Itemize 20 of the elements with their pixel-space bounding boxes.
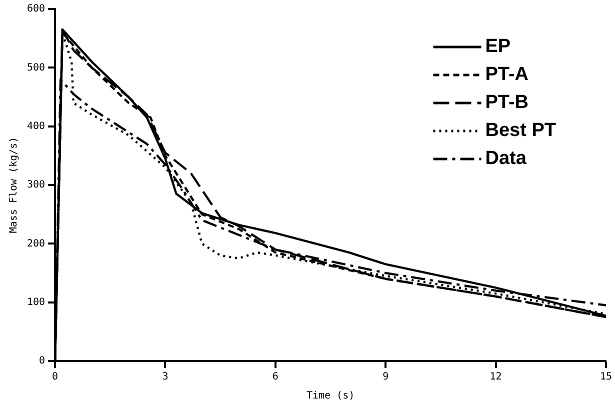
y-tick-label: 500	[27, 62, 46, 74]
x-tick-label: 3	[162, 372, 168, 383]
x-tick-label: 9	[382, 372, 389, 383]
legend-label: EP	[485, 36, 511, 58]
x-tick-label: 15	[600, 372, 612, 383]
legend-label: Best PT	[485, 120, 556, 142]
legend-label: Data	[485, 148, 527, 170]
legend-label: PT-A	[485, 64, 529, 86]
legend-label: PT-B	[485, 92, 529, 114]
x-axis-title: Time (s)	[306, 390, 355, 402]
y-tick-label: 400	[27, 120, 46, 132]
y-axis-title: Mass Flow (kg/s)	[8, 136, 20, 234]
y-tick-label: 0	[39, 356, 46, 367]
x-tick-label: 0	[52, 372, 58, 383]
y-tick-label: 100	[27, 296, 46, 308]
y-tick-label: 300	[27, 180, 46, 191]
x-tick-label: 12	[490, 372, 502, 383]
y-tick-label: 200	[27, 238, 46, 250]
x-tick-label: 6	[272, 372, 278, 383]
y-tick-label: 600	[27, 4, 46, 15]
